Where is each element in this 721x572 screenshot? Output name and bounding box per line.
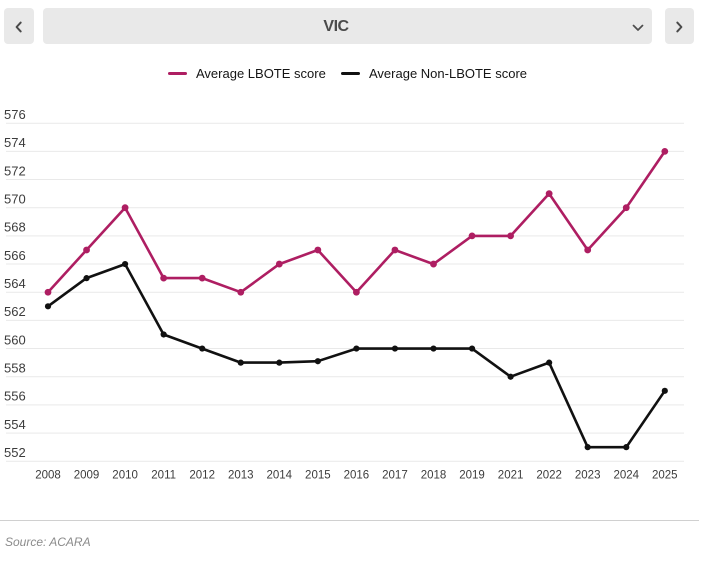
svg-text:2013: 2013 xyxy=(228,470,254,482)
svg-text:554: 554 xyxy=(4,417,26,432)
svg-text:552: 552 xyxy=(4,445,26,460)
svg-text:2022: 2022 xyxy=(536,470,562,482)
svg-text:564: 564 xyxy=(4,276,26,291)
svg-text:572: 572 xyxy=(4,163,26,178)
svg-text:2024: 2024 xyxy=(613,470,639,482)
svg-text:558: 558 xyxy=(4,361,26,376)
svg-text:2014: 2014 xyxy=(267,470,293,482)
svg-text:2025: 2025 xyxy=(652,470,678,482)
svg-text:2012: 2012 xyxy=(189,470,215,482)
svg-text:2021: 2021 xyxy=(498,470,524,482)
svg-text:2016: 2016 xyxy=(344,470,370,482)
svg-text:2023: 2023 xyxy=(575,470,601,482)
svg-text:576: 576 xyxy=(4,107,26,122)
svg-text:568: 568 xyxy=(4,220,26,235)
svg-text:556: 556 xyxy=(4,389,26,404)
svg-text:574: 574 xyxy=(4,135,26,150)
svg-text:2009: 2009 xyxy=(74,470,100,482)
svg-text:2019: 2019 xyxy=(459,470,485,482)
svg-text:2015: 2015 xyxy=(305,470,331,482)
svg-text:2011: 2011 xyxy=(151,470,176,482)
svg-text:562: 562 xyxy=(4,304,26,319)
svg-text:2017: 2017 xyxy=(382,470,408,482)
svg-text:560: 560 xyxy=(4,332,26,347)
svg-text:2010: 2010 xyxy=(112,470,138,482)
svg-text:2008: 2008 xyxy=(35,470,61,482)
svg-text:566: 566 xyxy=(4,248,26,263)
svg-text:2018: 2018 xyxy=(421,470,447,482)
svg-text:570: 570 xyxy=(4,192,26,207)
